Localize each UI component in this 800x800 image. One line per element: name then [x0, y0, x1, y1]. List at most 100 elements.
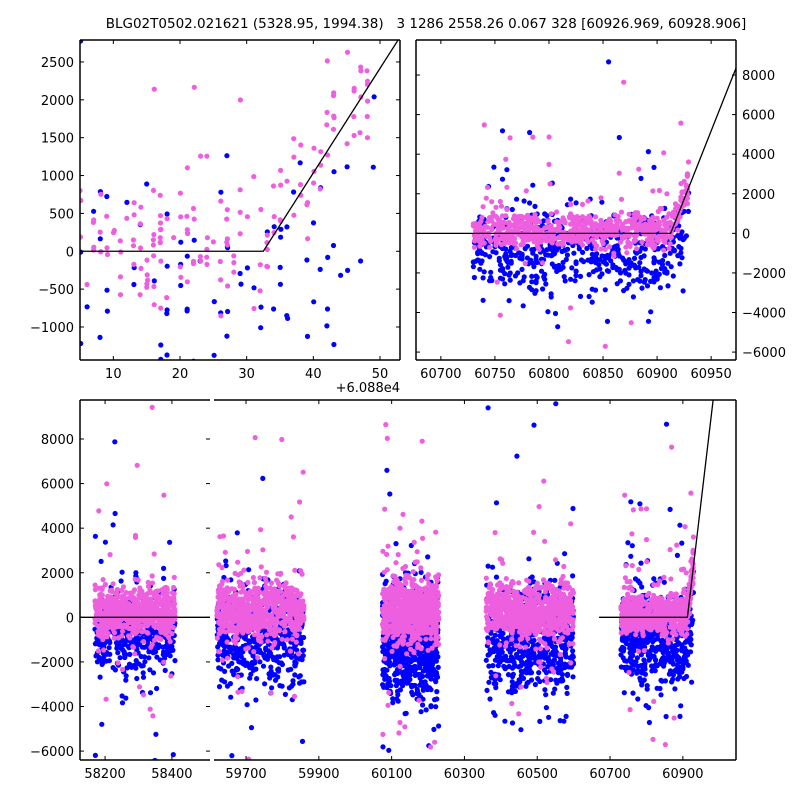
blue-point — [487, 254, 493, 260]
blue-point — [151, 649, 158, 655]
pink-point — [119, 633, 125, 639]
pink-point — [324, 58, 330, 64]
blue-point — [244, 265, 250, 271]
blue-point — [434, 689, 440, 695]
blue-point — [97, 334, 103, 340]
pink-point — [663, 236, 669, 242]
blue-point — [358, 258, 364, 264]
blue-point — [160, 644, 166, 650]
blue-point — [679, 255, 685, 261]
blue-point — [602, 255, 608, 262]
pink-point — [344, 141, 350, 147]
pink-point — [224, 216, 230, 222]
pink-point — [210, 239, 216, 245]
blue-point — [115, 650, 121, 656]
blue-point — [122, 638, 129, 644]
blue-point — [299, 679, 305, 685]
blue-point — [403, 662, 409, 668]
pink-point — [545, 224, 551, 230]
blue-point — [626, 281, 632, 287]
pink-point — [364, 30, 369, 35]
blue-point — [324, 306, 331, 312]
pink-point — [231, 260, 237, 266]
blue-point — [678, 703, 684, 709]
blue-point — [370, 164, 376, 170]
blue-point — [644, 683, 650, 689]
pink-point — [150, 237, 156, 243]
blue-point — [606, 59, 612, 65]
blue-point — [384, 667, 390, 673]
blue-point — [555, 324, 561, 330]
pink-point — [495, 223, 501, 229]
blue-point — [666, 671, 673, 677]
pink-point — [534, 242, 540, 248]
blue-point — [284, 224, 290, 230]
pink-point — [497, 312, 503, 318]
blue-point — [430, 666, 437, 673]
blue-point — [514, 196, 520, 202]
pink-point — [664, 214, 670, 220]
blue-point — [211, 368, 216, 373]
blue-point — [144, 181, 150, 187]
blue-point — [325, 254, 331, 260]
pink-point — [127, 635, 133, 641]
pink-point — [622, 225, 628, 231]
blue-point — [663, 713, 669, 720]
pink-point — [478, 237, 484, 243]
pink-point — [291, 154, 297, 160]
pink-point — [237, 187, 243, 193]
blue-point — [218, 189, 224, 195]
blue-point — [657, 285, 664, 291]
blue-point — [639, 662, 645, 669]
blue-point — [247, 675, 253, 681]
blue-point — [425, 668, 431, 674]
pink-point — [484, 184, 491, 190]
blue-point — [237, 652, 243, 658]
y-tick-label: 4000 — [41, 522, 74, 537]
blue-point — [499, 176, 506, 182]
blue-point — [530, 182, 536, 188]
pink-point — [473, 228, 479, 234]
blue-point — [229, 753, 235, 759]
blue-point — [521, 274, 527, 280]
blue-point — [597, 274, 603, 280]
blue-point — [615, 250, 621, 256]
blue-point — [117, 655, 123, 661]
pink-point — [132, 576, 138, 582]
pink-point — [311, 145, 317, 151]
blue-point — [516, 664, 522, 670]
pink-point — [582, 226, 588, 232]
blue-point — [618, 652, 624, 658]
blue-point — [104, 193, 110, 200]
pink-point — [494, 279, 500, 285]
blue-point — [639, 679, 645, 685]
y-tick-label: 2500 — [41, 56, 74, 71]
pink-point — [164, 216, 170, 222]
blue-point — [645, 652, 651, 659]
pink-point — [164, 590, 170, 596]
pink-point — [97, 591, 103, 598]
pink-point — [623, 244, 629, 250]
blue-point — [486, 679, 492, 685]
blue-point — [637, 675, 643, 681]
pink-point — [552, 236, 559, 242]
blue-point — [428, 704, 434, 710]
pink-point — [218, 277, 224, 283]
blue-point — [654, 663, 660, 669]
blue-point — [641, 266, 647, 272]
pink-point — [621, 79, 627, 85]
pink-point — [237, 97, 243, 103]
blue-point — [164, 211, 170, 217]
pink-point — [291, 212, 297, 218]
blue-point — [389, 653, 395, 660]
blue-point — [311, 299, 317, 305]
blue-point — [564, 684, 570, 691]
blue-point — [506, 298, 512, 304]
blue-point — [604, 268, 611, 274]
pink-point — [104, 245, 110, 251]
y-tick-label: 1000 — [41, 170, 74, 185]
pink-point — [278, 167, 284, 173]
y-tick-label: 1500 — [41, 132, 74, 147]
blue-point — [526, 556, 532, 562]
pink-point — [602, 343, 608, 349]
